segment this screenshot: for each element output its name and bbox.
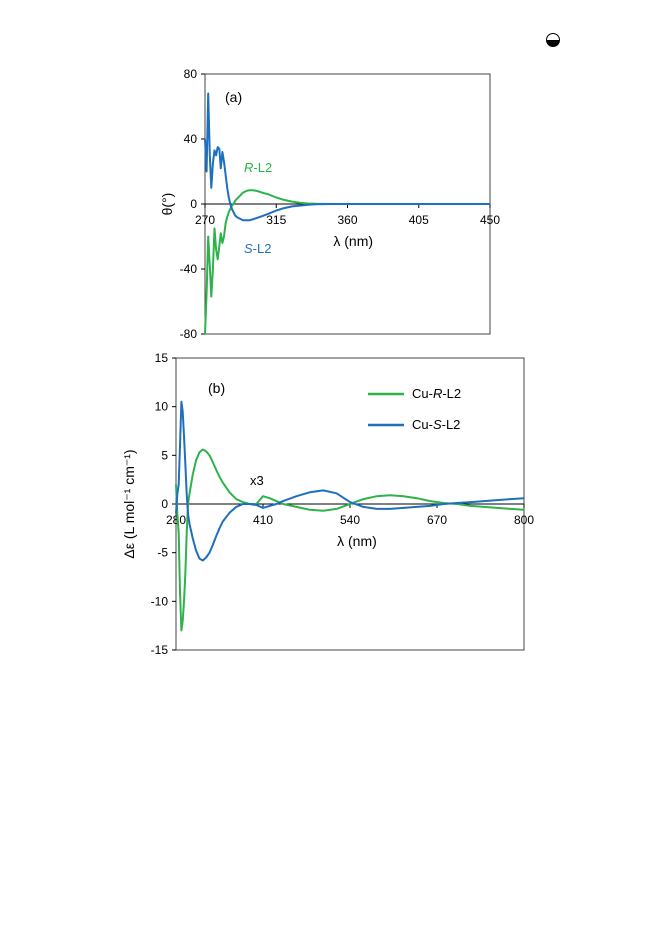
legend-entry: Cu-S-L2	[412, 417, 460, 432]
y-tick-label: 10	[155, 400, 169, 414]
x-tick-label: 800	[514, 513, 534, 527]
panel-label: (a)	[225, 89, 242, 105]
y-axis-label: θ(°)	[159, 193, 175, 216]
series-line-Cu-S-L2	[175, 400, 525, 562]
y-tick-label: -15	[151, 643, 169, 657]
annotation-label: S-L2	[244, 241, 271, 256]
y-tick-label: -10	[151, 594, 169, 608]
y-tick-label: 0	[161, 497, 168, 511]
series-line-R-L2	[204, 189, 490, 335]
legend-entry: Cu-R-L2	[412, 386, 461, 401]
x-axis-label: λ (nm)	[333, 233, 373, 249]
y-axis-label: Δε (L mol⁻¹ cm⁻¹)	[121, 449, 137, 558]
y-tick-label: 40	[184, 132, 198, 146]
y-tick-label: 15	[155, 351, 169, 365]
y-tick-label: 0	[190, 197, 197, 211]
annotation-label: R-L2	[244, 160, 272, 175]
x-tick-label: 360	[337, 213, 357, 227]
annotation-label: x3	[250, 473, 264, 488]
x-tick-label: 450	[480, 213, 500, 227]
x-tick-label: 280	[166, 513, 186, 527]
x-tick-label: 315	[266, 213, 286, 227]
x-tick-label: 405	[409, 213, 429, 227]
x-axis-label: λ (nm)	[337, 533, 377, 549]
chart-panel-a: -80 -40 0 40 80 270 315 360 405 450 λ (nm) θ(°) (a) R…	[159, 67, 500, 341]
y-tick-label: -40	[180, 262, 198, 276]
x-tick-label: 540	[340, 513, 360, 527]
x-tick-label: 670	[427, 513, 447, 527]
chart-panel-b: -15 -10 -5 0 5 10 15 280 410 540 670 800 λ (nm) Δε (L…	[121, 351, 534, 657]
y-tick-label: 80	[184, 67, 198, 81]
series-line-S-L2	[204, 92, 490, 222]
y-tick-label: -5	[157, 546, 168, 560]
y-tick-label: -80	[180, 327, 198, 341]
y-tick-label: 5	[161, 448, 168, 462]
x-tick-label: 410	[253, 513, 273, 527]
circle-half-icon	[546, 33, 560, 47]
panel-label: (b)	[208, 380, 225, 396]
page-corner-icon	[545, 32, 561, 48]
x-tick-label: 270	[195, 213, 215, 227]
